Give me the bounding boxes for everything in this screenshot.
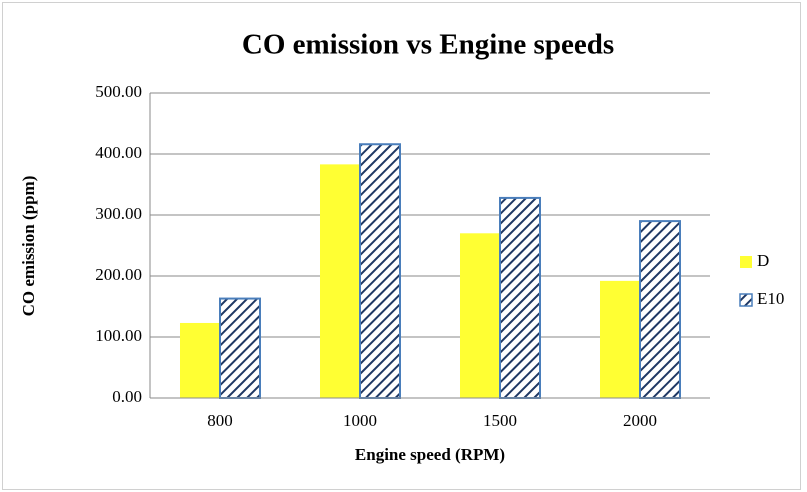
bar [359,143,401,399]
bar [180,322,220,398]
bar [460,233,500,398]
legend-swatch [739,293,753,307]
bar [600,280,640,398]
x-tick-label: 2000 [623,411,657,430]
y-tick-label: 500.00 [95,82,142,101]
y-tick-label: 0.00 [112,387,142,406]
legend-swatch [740,256,752,268]
legend-label: E10 [757,289,784,308]
bar [639,220,681,399]
bar [219,297,261,400]
legend-label: D [757,251,769,270]
y-tick-label: 200.00 [95,265,142,284]
x-tick-label: 1500 [483,411,517,430]
y-axis-label: CO emission (ppm) [19,176,38,317]
chart-title: CO emission vs Engine speeds [242,29,614,61]
y-tick-label: 100.00 [95,326,142,345]
x-tick-label: 1000 [343,411,377,430]
y-tick-label: 300.00 [95,204,142,223]
y-tick-label: 400.00 [95,143,142,162]
bar [499,196,541,399]
x-tick-label: 800 [207,411,233,430]
bar [320,164,360,398]
x-axis-label: Engine speed (RPM) [355,445,505,464]
